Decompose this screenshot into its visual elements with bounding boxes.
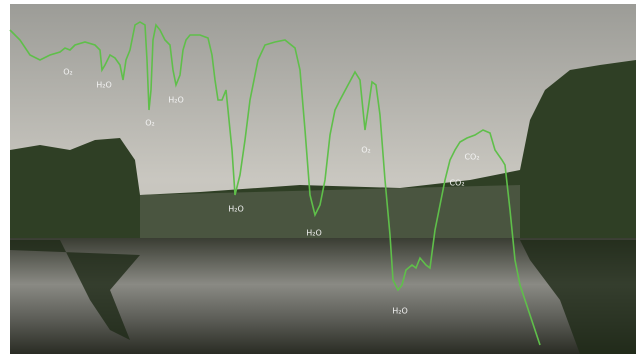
label: H₂O [96,81,112,90]
label: CO₂ [464,153,479,162]
label: H₂O [306,229,322,238]
label: O₂ [63,68,73,77]
label: H₂O [392,307,408,316]
label: H₂O [228,205,244,214]
label: CO₂ [449,179,464,188]
photo-with-spectrum: O₂ H₂O O₂ H₂O H₂O H₂O O₂ CO₂ CO₂ H₂O [0,0,640,357]
label: H₂O [168,96,184,105]
label: O₂ [145,119,155,128]
label: O₂ [361,146,371,155]
page: O₂ H₂O O₂ H₂O H₂O H₂O O₂ CO₂ CO₂ H₂O (()… [0,0,640,357]
